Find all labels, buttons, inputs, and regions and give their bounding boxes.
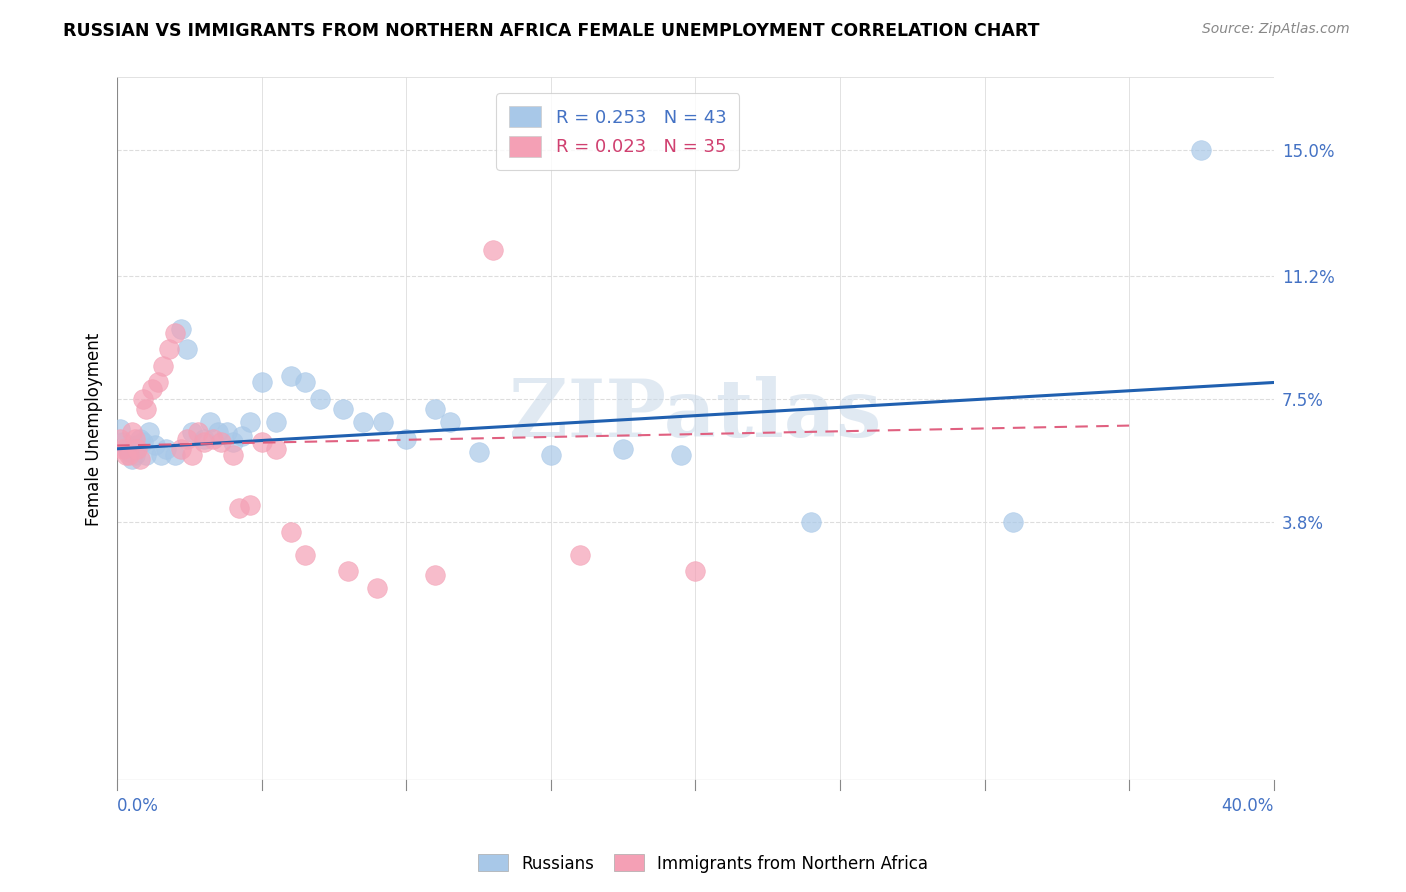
Point [198,415,221,429]
Text: Source: ZipAtlas.com: Source: ZipAtlas.com [1202,22,1350,37]
Point [207,425,229,440]
Point [193,435,215,450]
Point [163,449,186,463]
Point [108,422,131,436]
Point [540,449,562,463]
Point [181,449,204,463]
Point [118,445,141,459]
Point [352,415,374,429]
Legend: R = 0.253   N = 43, R = 0.023   N = 35: R = 0.253 N = 43, R = 0.023 N = 35 [496,94,740,169]
Point [337,565,360,579]
Point [129,451,152,466]
Point [332,402,354,417]
Y-axis label: Female Unemployment: Female Unemployment [86,333,103,525]
Point [135,449,157,463]
Point [127,442,149,456]
Point [146,376,169,390]
Point [132,435,155,450]
Point [138,425,160,440]
Point [127,438,149,452]
Point [222,449,245,463]
Point [170,322,193,336]
Text: 0.0%: 0.0% [117,797,159,815]
Point [124,432,146,446]
Point [800,515,823,529]
Point [115,449,138,463]
Point [108,432,131,446]
Point [250,376,273,390]
Point [209,435,232,450]
Point [395,432,418,446]
Point [366,581,388,595]
Point [124,449,146,463]
Point [157,343,180,357]
Point [187,425,209,440]
Point [239,415,262,429]
Point [176,432,198,446]
Point [568,548,591,562]
Point [1189,144,1212,158]
Point [294,376,316,390]
Point [181,425,204,440]
Point [176,343,198,357]
Point [1002,515,1025,529]
Text: ZIPatlas: ZIPatlas [509,376,882,454]
Point [215,425,238,440]
Point [155,442,177,456]
Point [231,428,253,442]
Point [439,415,461,429]
Legend: Russians, Immigrants from Northern Africa: Russians, Immigrants from Northern Afric… [471,847,935,880]
Point [121,451,143,466]
Point [239,498,262,512]
Point [222,435,245,450]
Point [425,567,447,582]
Point [228,501,250,516]
Point [129,432,152,446]
Point [132,392,155,406]
Point [111,435,134,450]
Point [201,432,224,446]
Point [143,438,166,452]
Point [149,449,172,463]
Point [264,415,287,429]
Point [115,442,138,456]
Point [467,445,489,459]
Point [482,243,505,257]
Point [250,435,273,450]
Point [111,442,134,456]
Point [170,442,193,456]
Point [669,449,692,463]
Point [685,565,707,579]
Point [425,402,447,417]
Point [152,359,174,373]
Point [294,548,316,562]
Point [135,402,157,417]
Point [163,326,186,340]
Text: 40.0%: 40.0% [1222,797,1274,815]
Point [264,442,287,456]
Point [118,449,141,463]
Point [373,415,395,429]
Point [612,442,634,456]
Point [121,425,143,440]
Point [193,432,215,446]
Point [308,392,330,406]
Point [141,382,163,396]
Text: RUSSIAN VS IMMIGRANTS FROM NORTHERN AFRICA FEMALE UNEMPLOYMENT CORRELATION CHART: RUSSIAN VS IMMIGRANTS FROM NORTHERN AFRI… [63,22,1040,40]
Point [280,524,302,539]
Point [280,368,302,383]
